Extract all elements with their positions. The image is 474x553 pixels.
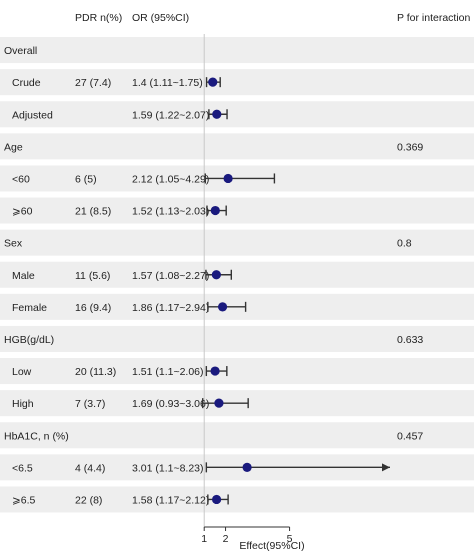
- point-estimate: [217, 302, 228, 312]
- or-ci-text: 2.12 (1.05~4.29): [132, 173, 209, 185]
- row-band: [0, 325, 474, 352]
- pdr-count: 22 (8): [75, 494, 102, 506]
- header-or-ci: OR (95%CI): [132, 12, 189, 24]
- point-estimate: [210, 205, 220, 216]
- point-estimate: [211, 270, 221, 280]
- pdr-count: 16 (9.4): [75, 302, 111, 314]
- x-axis-label: Effect(95%CI): [239, 540, 304, 552]
- or-ci-text: 1.58 (1.17~2.12): [132, 494, 209, 506]
- x-tick-label: 2: [223, 533, 229, 545]
- group-label: Age: [4, 141, 23, 153]
- point-estimate: [208, 77, 218, 87]
- group-label: Overall: [4, 45, 37, 57]
- pdr-count: 7 (3.7): [75, 398, 105, 410]
- row-band: [0, 37, 474, 64]
- row-band: [0, 197, 474, 224]
- ci-arrow-head: [382, 463, 390, 472]
- subgroup-label: ⩾6.5: [12, 494, 36, 506]
- point-estimate: [212, 109, 222, 119]
- or-ci-text: 1.86 (1.17~2.94): [132, 302, 209, 314]
- p-interaction-value: 0.8: [397, 238, 412, 250]
- subgroup-label: Female: [12, 302, 47, 314]
- or-ci-text: 1.4 (1.11~1.75): [132, 77, 203, 89]
- row-band: [0, 358, 474, 385]
- or-ci-text: 1.57 (1.08~2.27): [132, 270, 209, 282]
- or-ci-text: 1.59 (1.22~2.07): [132, 109, 209, 121]
- or-ci-text: 1.69 (0.93~3.06): [132, 398, 209, 410]
- subgroup-label: Male: [12, 270, 35, 282]
- subgroup-label: ⩾60: [12, 206, 33, 218]
- row-text-layer: Overall Crude 27 (7.4) 1.4 (1.11~1.75) Adjus…: [4, 45, 423, 506]
- group-label: HbA1C, n (%): [4, 430, 69, 442]
- pdr-count: 11 (5.6): [75, 270, 110, 282]
- subgroup-label: <60: [12, 173, 30, 185]
- pdr-count: 4 (4.4): [75, 462, 105, 474]
- group-label: HGB(g/dL): [4, 334, 54, 346]
- x-axis-ticks: 1 2 5: [201, 527, 293, 545]
- or-ci-text: 1.52 (1.13~2.03): [132, 206, 209, 218]
- header-pdr: PDR n(%): [75, 12, 122, 24]
- pdr-count: 27 (7.4): [75, 77, 111, 89]
- row-band: [0, 133, 474, 160]
- p-interaction-value: 0.369: [397, 141, 423, 153]
- or-ci-text: 1.51 (1.1~2.06): [132, 366, 204, 378]
- pdr-count: 20 (11.3): [75, 366, 116, 378]
- p-interaction-value: 0.457: [397, 430, 423, 442]
- row-band: [0, 69, 474, 96]
- subgroup-label: Low: [12, 366, 32, 378]
- point-estimate: [211, 494, 222, 505]
- row-band: [0, 261, 474, 288]
- x-tick-label: 5: [287, 533, 293, 545]
- header-p-interaction: P for interaction: [397, 12, 471, 24]
- pdr-count: 6 (5): [75, 173, 97, 185]
- subgroup-label: <6.5: [12, 462, 33, 474]
- marks-layer: [202, 77, 390, 505]
- point-estimate: [210, 366, 220, 376]
- subgroup-label: Adjusted: [12, 109, 53, 121]
- point-estimate: [223, 173, 233, 184]
- x-tick-label: 1: [201, 533, 207, 545]
- subgroup-label: Crude: [12, 77, 41, 89]
- row-band: [0, 229, 474, 256]
- point-estimate: [214, 398, 224, 408]
- row-band: [0, 486, 474, 513]
- row-band: [0, 101, 474, 128]
- p-interaction-value: 0.633: [397, 334, 423, 346]
- or-ci-text: 3.01 (1.1~8.23): [132, 462, 204, 474]
- pdr-count: 21 (8.5): [75, 206, 111, 218]
- point-estimate: [242, 462, 252, 472]
- row-band: [0, 422, 474, 449]
- group-label: Sex: [4, 238, 23, 250]
- subgroup-label: High: [12, 398, 34, 410]
